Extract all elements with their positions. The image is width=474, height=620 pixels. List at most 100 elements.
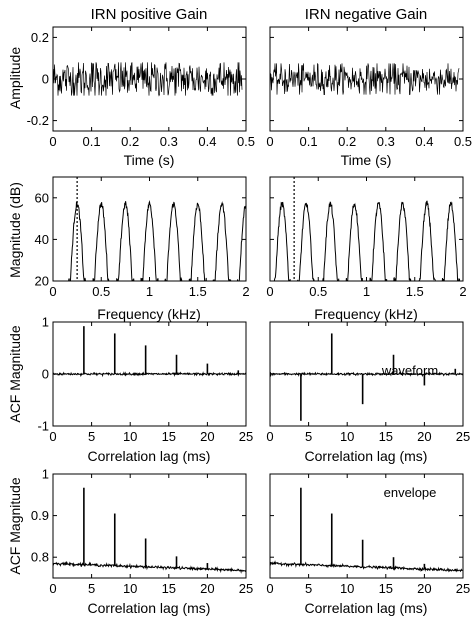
- x-tick-label: 1.5: [406, 284, 424, 299]
- axes-frame: [269, 473, 464, 579]
- x-tick-label: 0.1: [300, 134, 318, 149]
- plot-area: [53, 62, 243, 97]
- x-tick-label: 20: [417, 429, 431, 444]
- x-tick-label: 20: [200, 429, 214, 444]
- y-tick-label: 0.2: [31, 30, 49, 45]
- plot-area: [270, 63, 460, 96]
- annotation-waveform: waveform: [381, 363, 438, 378]
- x-axis-label: Frequency (kHz): [314, 306, 417, 322]
- plot-area: [270, 333, 463, 421]
- x-tick-label: 0: [266, 429, 273, 444]
- y-tick-label: 0.9: [31, 508, 49, 523]
- x-tick-label: 5: [305, 581, 312, 596]
- x-tick-label: 0.2: [338, 134, 356, 149]
- y-tick-label: 40: [35, 232, 49, 247]
- x-tick-label: 10: [340, 581, 354, 596]
- x-tick-label: 20: [417, 581, 431, 596]
- x-tick-label: 0.5: [92, 284, 110, 299]
- x-tick-label: 10: [123, 581, 137, 596]
- x-tick-label: 10: [123, 429, 137, 444]
- panel-acf-envelope-positive: ACF Magnitude Correlation lag (ms) 0 5 10 1…: [7, 467, 253, 617]
- x-tick-label: 0.1: [83, 134, 101, 149]
- x-axis-label: Correlation lag (ms): [88, 600, 211, 616]
- y-axis-label: ACF Magnitude: [7, 477, 23, 574]
- plot-area: [273, 177, 461, 281]
- y-tick-label: -0.2: [27, 113, 49, 128]
- x-tick-label: 15: [162, 581, 176, 596]
- x-tick-label: 0: [49, 581, 56, 596]
- panel-acf-envelope-negative: envelope Correlation lag (ms) 0 5 10 15 20 25: [266, 473, 470, 616]
- y-axis-label: ACF Magnitude: [7, 325, 23, 422]
- y-axis-label: Magnitude (dB): [7, 182, 23, 278]
- annotation-envelope: envelope: [384, 485, 437, 500]
- x-tick-label: 0.3: [160, 134, 178, 149]
- x-tick-label: 0: [266, 581, 273, 596]
- panel-acf-waveform-negative: waveform Correlation lag (ms) 0 5 10 15 20 25: [266, 321, 470, 464]
- x-tick-label: 15: [162, 429, 176, 444]
- y-tick-label: 0: [42, 367, 49, 382]
- x-tick-label: 0: [266, 284, 273, 299]
- panel-title: IRN negative Gain: [305, 6, 428, 23]
- x-tick-label: 5: [88, 429, 95, 444]
- x-axis-label: Correlation lag (ms): [88, 448, 211, 464]
- x-tick-label: 0: [49, 284, 56, 299]
- y-tick-label: 20: [35, 274, 49, 289]
- x-axis-label: Correlation lag (ms): [305, 448, 428, 464]
- x-tick-label: 2: [242, 284, 249, 299]
- spectrum-line: [273, 200, 461, 281]
- panel-time-negative: IRN negative Gain Time (s) 0 0.1 0.2 0.3 0.4…: [266, 6, 472, 168]
- x-axis-label: Time (s): [124, 152, 175, 168]
- y-tick-label: 1: [42, 315, 49, 330]
- x-tick-label: 5: [305, 429, 312, 444]
- panel-time-positive: IRN positive Gain Amplitude Time (s) 0 0.…: [7, 6, 255, 168]
- plot-area: [68, 177, 246, 281]
- x-tick-label: 0.2: [121, 134, 139, 149]
- x-axis-label: Correlation lag (ms): [305, 600, 428, 616]
- acf-baseline-line: [270, 560, 463, 573]
- y-tick-label: 0.8: [31, 550, 49, 565]
- x-tick-label: 25: [456, 581, 470, 596]
- x-tick-label: 1: [363, 284, 370, 299]
- x-tick-label: 1: [146, 284, 153, 299]
- x-tick-label: 15: [379, 581, 393, 596]
- x-tick-label: 5: [88, 581, 95, 596]
- x-tick-label: 0.5: [237, 134, 255, 149]
- panel-acf-waveform-positive: ACF Magnitude Correlation lag (ms) 0 5 10 1…: [7, 315, 253, 465]
- x-tick-label: 25: [239, 581, 253, 596]
- y-tick-label: 0: [42, 72, 49, 87]
- panel-spectrum-negative: Frequency (kHz) 0 0.5 1 1.5 2: [266, 176, 467, 322]
- x-tick-label: 1.5: [189, 284, 207, 299]
- y-tick-label: 1: [42, 467, 49, 482]
- x-tick-label: 0.5: [454, 134, 472, 149]
- panel-spectrum-positive: Magnitude (dB) Frequency (kHz) 0 0.5 1 1.5 2…: [7, 176, 250, 322]
- waveform-line: [53, 62, 243, 97]
- plot-area: [270, 487, 463, 573]
- axes-frame: [52, 473, 247, 579]
- plot-area: [53, 326, 246, 378]
- x-tick-label: 0.5: [309, 284, 327, 299]
- x-tick-label: 0: [266, 134, 273, 149]
- x-tick-label: 0: [49, 429, 56, 444]
- y-tick-label: 60: [35, 190, 49, 205]
- axes-frame: [269, 176, 464, 282]
- x-tick-label: 0: [49, 134, 56, 149]
- x-tick-label: 0.3: [377, 134, 395, 149]
- x-tick-label: 20: [200, 581, 214, 596]
- x-tick-label: 0.4: [198, 134, 216, 149]
- acf-baseline-line: [53, 371, 246, 378]
- x-tick-label: 15: [379, 429, 393, 444]
- y-axis-label: Amplitude: [7, 47, 23, 109]
- waveform-line: [270, 63, 460, 96]
- acf-baseline-line: [270, 371, 463, 377]
- y-tick-label: -1: [37, 419, 49, 434]
- x-tick-label: 2: [459, 284, 466, 299]
- x-tick-label: 10: [340, 429, 354, 444]
- acf-baseline-line: [53, 560, 246, 574]
- x-axis-label: Time (s): [341, 152, 392, 168]
- x-tick-label: 25: [239, 429, 253, 444]
- panel-title: IRN positive Gain: [91, 6, 208, 23]
- x-axis-label: Frequency (kHz): [97, 306, 200, 322]
- x-tick-label: 0.4: [415, 134, 433, 149]
- x-tick-label: 25: [456, 429, 470, 444]
